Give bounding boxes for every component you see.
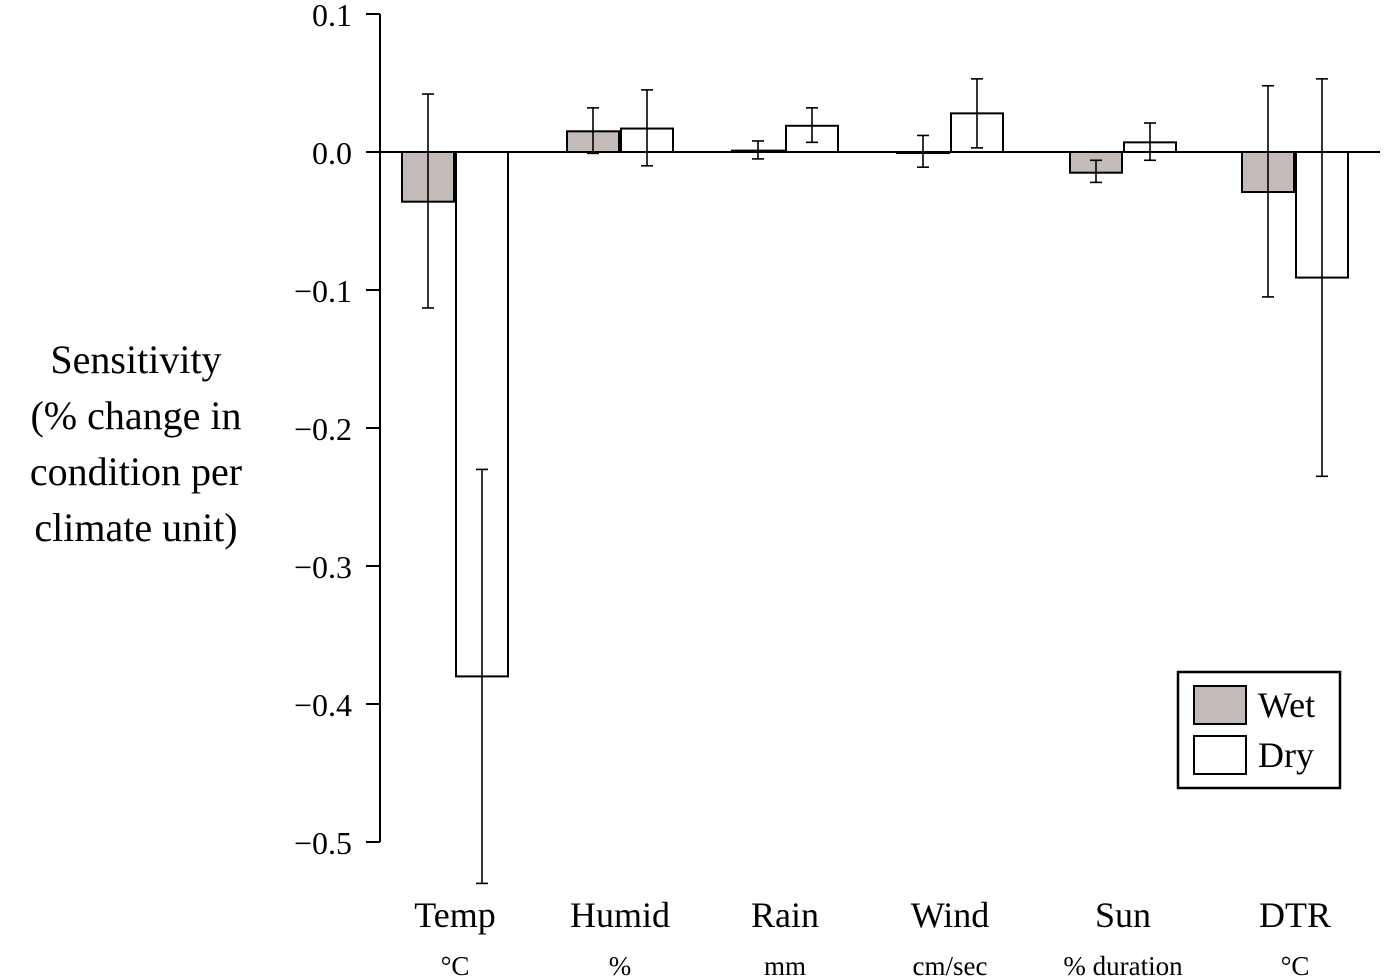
x-category-unit: mm (764, 951, 806, 980)
y-tick-label: −0.4 (294, 687, 352, 723)
x-category-label: Sun (1095, 895, 1151, 935)
y-tick-label: −0.3 (294, 549, 352, 585)
legend: Wet Dry (1176, 670, 1342, 790)
x-category-label: Humid (570, 895, 670, 935)
y-tick-label: 0.0 (312, 135, 352, 171)
x-category-unit: °C (1281, 951, 1310, 980)
x-axis-labels: Temp °C Humid% Rain mm Wind cm/sec Sun % duratio… (414, 895, 1331, 980)
y-axis: 0.1 0.0 −0.1 −0.2 −0.3 −0.4 −0.5 (294, 0, 381, 861)
x-category-unit: °C (441, 951, 470, 980)
legend-label-dry: Dry (1258, 735, 1314, 775)
x-category-label: Wind (911, 895, 990, 935)
x-category-unit: cm/sec (913, 951, 988, 980)
x-category-label: DTR (1259, 895, 1331, 935)
y-axis-label-line: climate unit) (34, 505, 237, 550)
x-category-label: Temp (414, 895, 495, 935)
legend-label-wet: Wet (1258, 685, 1315, 725)
bars (401, 112, 1349, 678)
x-category-unit: % duration (1063, 951, 1183, 980)
y-tick-label: −0.5 (294, 825, 352, 861)
legend-swatch-wet (1193, 685, 1247, 725)
y-axis-label-line: (% change in (30, 393, 241, 438)
y-tick-label: 0.1 (312, 0, 352, 33)
x-category-label: Rain (751, 895, 819, 935)
legend-swatch-dry (1193, 735, 1247, 775)
y-tick-label: −0.1 (294, 273, 352, 309)
x-category-unit: % (609, 951, 632, 980)
y-tick-label: −0.2 (294, 411, 352, 447)
y-axis-label-line: condition per (30, 449, 242, 494)
error-bars (422, 78, 1328, 885)
y-axis-label: Sensitivity (% change in condition per clim… (30, 337, 242, 550)
y-axis-label-line: Sensitivity (50, 337, 221, 382)
